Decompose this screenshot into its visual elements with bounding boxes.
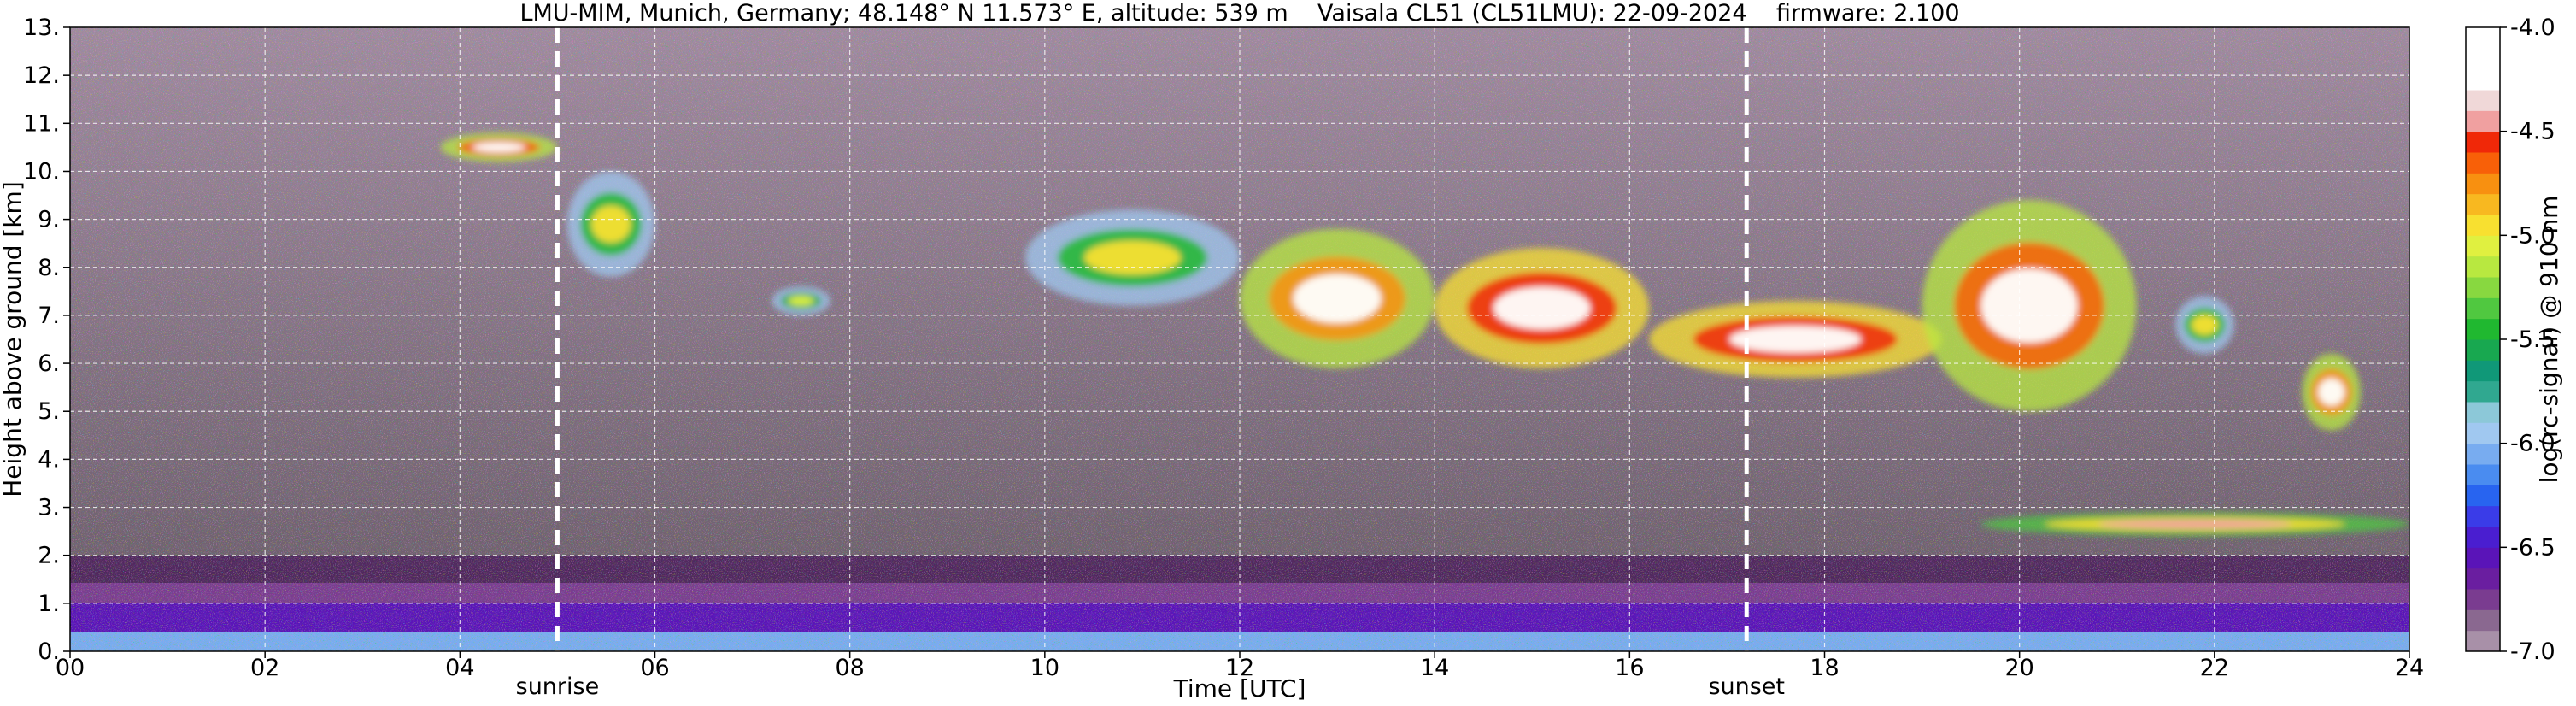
colorbar-band-21 xyxy=(2466,193,2500,215)
colorbar-band-28 xyxy=(2466,48,2500,70)
plot-area xyxy=(70,27,2409,651)
x-tick-label-7: 14 xyxy=(1420,655,1449,681)
colorbar-band-23 xyxy=(2466,152,2500,174)
colorbar-band-16 xyxy=(2466,297,2500,320)
cloud-feature-4-core xyxy=(1293,274,1382,323)
colorbar-bands xyxy=(2466,27,2500,652)
y-tick-label-7: 7. xyxy=(38,303,60,329)
x-tick-label-6: 12 xyxy=(1225,655,1254,681)
y-tick-label-6: 6. xyxy=(38,350,60,377)
colorbar-tick-label-6: -4.0 xyxy=(2510,15,2555,41)
reference-label-sunset: sunset xyxy=(1708,674,1785,700)
colorbar: -7.0 -6.5 -6.0 -5.5 -5.0 -4.5 -4.0 log(rc-sign… xyxy=(2465,15,2563,665)
y-axis-label: Height above ground [km] xyxy=(0,181,26,497)
colorbar-band-6 xyxy=(2466,505,2500,527)
colorbar-band-17 xyxy=(2466,277,2500,298)
colorbar-band-2 xyxy=(2466,589,2500,610)
colorbar-band-9 xyxy=(2466,443,2500,465)
x-tick-label-10: 20 xyxy=(2004,655,2033,681)
y-tick-label-1: 1. xyxy=(38,591,60,617)
cloud-feature-10-core xyxy=(2098,520,2291,529)
reference-lines xyxy=(555,27,1749,651)
cloud-feature-5-core xyxy=(1493,286,1591,330)
y-tick-label-11: 11. xyxy=(23,110,60,137)
y-tick-label-9: 9. xyxy=(38,207,60,233)
cloud-feature-1-core xyxy=(591,205,631,243)
y-tick-label-5: 5. xyxy=(38,398,60,425)
colorbar-band-12 xyxy=(2466,380,2500,403)
y-tick-label-0: 0. xyxy=(38,638,60,665)
colorbar-band-11 xyxy=(2466,402,2500,423)
y-tick-label-8: 8. xyxy=(38,255,60,281)
colorbar-tick-label-0: -7.0 xyxy=(2510,638,2555,665)
colorbar-band-29 xyxy=(2466,27,2500,49)
x-tick-label-8: 16 xyxy=(1615,655,1644,681)
x-tick-label-2: 04 xyxy=(445,655,474,681)
cloud-feature-7-core xyxy=(1980,268,2078,343)
x-tick-label-1: 02 xyxy=(250,655,279,681)
x-tick-label-9: 18 xyxy=(1810,655,1839,681)
chart-title: LMU-MIM, Munich, Germany; 48.148° N 11.5… xyxy=(519,0,1959,26)
y-axis-ticks: 0. 1. 2. 3. 4. 5. 6. 7. 8. 9. 10. 11. 12. 13. xyxy=(23,15,70,665)
x-tick-label-0: 00 xyxy=(56,655,85,681)
colorbar-band-4 xyxy=(2466,547,2500,569)
colorbar-band-20 xyxy=(2466,215,2500,236)
colorbar-band-27 xyxy=(2466,68,2500,91)
colorbar-band-25 xyxy=(2466,110,2500,132)
colorbar-tick-label-3: -5.5 xyxy=(2510,327,2555,353)
grid-lines xyxy=(70,27,2409,651)
colorbar-band-15 xyxy=(2466,318,2500,340)
x-tick-label-3: 06 xyxy=(640,655,669,681)
y-tick-label-3: 3. xyxy=(38,495,60,521)
x-tick-label-5: 10 xyxy=(1030,655,1059,681)
y-tick-label-4: 4. xyxy=(38,446,60,473)
cloud-feature-2-core xyxy=(788,296,815,306)
colorbar-band-26 xyxy=(2466,90,2500,111)
colorbar-band-22 xyxy=(2466,173,2500,195)
cloud-feature-3-core xyxy=(1084,240,1181,275)
cloud-feature-9-core xyxy=(2318,379,2345,406)
x-tick-label-11: 22 xyxy=(2200,655,2229,681)
colorbar-ticks: -7.0 -6.5 -6.0 -5.5 -5.0 -4.5 -4.0 xyxy=(2500,15,2555,665)
cloud-features xyxy=(440,132,2409,537)
colorbar-band-8 xyxy=(2466,464,2500,485)
colorbar-tick-label-4: -5.0 xyxy=(2510,222,2555,249)
colorbar-band-10 xyxy=(2466,422,2500,444)
colorbar-band-3 xyxy=(2466,568,2500,590)
colorbar-band-5 xyxy=(2466,527,2500,548)
colorbar-band-13 xyxy=(2466,360,2500,382)
reference-label-sunrise: sunrise xyxy=(516,674,600,700)
colorbar-band-14 xyxy=(2466,339,2500,361)
x-axis-ticks: 00 02 04 06 08 10 12 14 16 18 20 22 24 xyxy=(56,651,2424,681)
colorbar-band-18 xyxy=(2466,256,2500,278)
cloud-feature-6-core xyxy=(1729,326,1862,353)
colorbar-band-0 xyxy=(2466,630,2500,652)
y-tick-label-2: 2. xyxy=(38,543,60,569)
x-axis-label: Time [UTC] xyxy=(1173,674,1306,703)
colorbar-label: log(rc-signal) @ 910 nm xyxy=(2535,196,2563,484)
y-tick-label-13: 13. xyxy=(23,15,60,41)
colorbar-band-1 xyxy=(2466,609,2500,632)
colorbar-tick-label-1: -6.5 xyxy=(2510,534,2555,561)
y-tick-label-12: 12. xyxy=(23,62,60,89)
reference-labels: sunrise sunset xyxy=(516,674,1785,700)
cloud-feature-0-core xyxy=(472,142,525,153)
cloud-feature-8-core xyxy=(2192,315,2218,335)
colorbar-band-7 xyxy=(2466,485,2500,507)
x-tick-label-12: 24 xyxy=(2395,655,2424,681)
colorbar-band-19 xyxy=(2466,235,2500,257)
x-tick-label-4: 08 xyxy=(835,655,864,681)
colorbar-tick-label-2: -6.0 xyxy=(2510,431,2555,457)
colorbar-band-24 xyxy=(2466,131,2500,153)
y-tick-label-10: 10. xyxy=(23,158,60,185)
colorbar-tick-label-5: -4.5 xyxy=(2510,119,2555,145)
